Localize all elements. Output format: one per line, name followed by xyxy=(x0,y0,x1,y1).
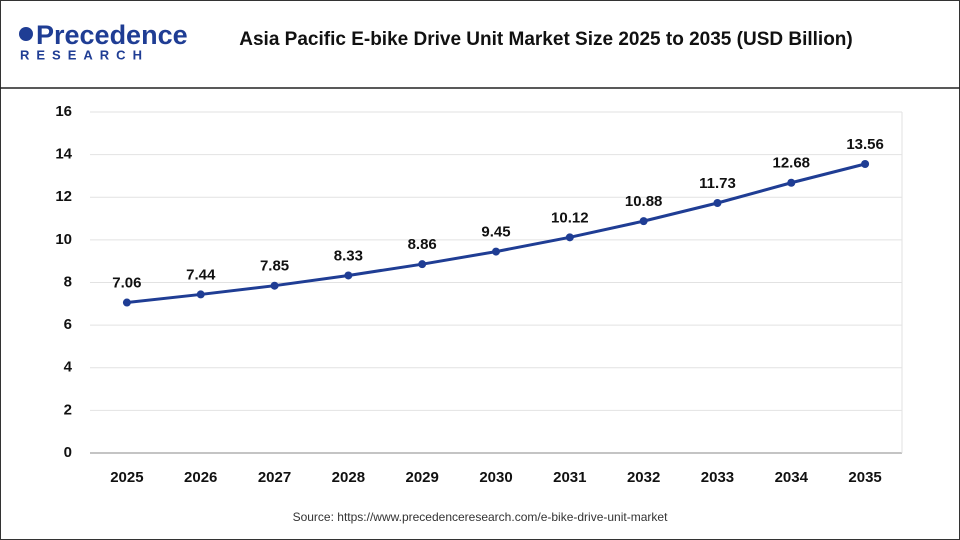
x-tick-label: 2027 xyxy=(258,469,291,486)
point xyxy=(344,271,353,280)
data-label: 10.88 xyxy=(625,193,663,210)
x-tick-label: 2035 xyxy=(848,469,881,486)
data-label: 8.86 xyxy=(408,236,437,253)
x-tick-label: 2025 xyxy=(110,469,143,486)
y-tick-label: 0 xyxy=(64,444,72,461)
x-tick-label: 2034 xyxy=(775,469,809,486)
data-label: 11.73 xyxy=(699,175,736,192)
logo-sub: RESEARCH xyxy=(20,47,149,62)
point xyxy=(713,199,722,208)
y-tick-label: 12 xyxy=(55,188,72,205)
data-label: 13.56 xyxy=(846,136,884,153)
x-tick-label: 2030 xyxy=(479,469,512,486)
y-tick-label: 16 xyxy=(55,103,72,120)
point xyxy=(418,260,427,269)
y-tick-label: 10 xyxy=(55,231,72,248)
point xyxy=(787,178,796,187)
x-tick-label: 2031 xyxy=(553,469,586,486)
data-label: 9.45 xyxy=(481,224,510,241)
data-label: 7.06 xyxy=(112,275,141,292)
logo-name: Precedence xyxy=(36,20,188,50)
point xyxy=(565,233,574,242)
x-tick-label: 2028 xyxy=(332,469,365,486)
point xyxy=(270,281,279,290)
logo-mark xyxy=(19,27,33,41)
y-tick-label: 8 xyxy=(64,273,72,290)
point xyxy=(196,290,205,299)
chart-title: Asia Pacific E-bike Drive Unit Market Si… xyxy=(239,29,853,50)
x-tick-label: 2033 xyxy=(701,469,734,486)
point xyxy=(492,247,500,256)
y-tick-label: 6 xyxy=(64,316,72,333)
source: Source: https://www.precedenceresearch.c… xyxy=(293,510,668,524)
y-tick-label: 14 xyxy=(55,146,72,163)
point xyxy=(639,217,648,226)
data-label: 7.44 xyxy=(186,266,216,283)
point xyxy=(861,160,870,169)
data-label: 12.68 xyxy=(772,155,810,172)
x-tick-label: 2032 xyxy=(627,469,660,486)
data-label: 10.12 xyxy=(551,209,589,226)
data-label: 7.85 xyxy=(260,258,289,275)
point xyxy=(122,298,131,307)
data-label: 8.33 xyxy=(334,247,363,264)
y-tick-label: 2 xyxy=(64,401,72,418)
y-tick-label: 4 xyxy=(64,359,73,376)
x-tick-label: 2029 xyxy=(405,469,438,486)
x-tick-label: 2026 xyxy=(184,469,217,486)
